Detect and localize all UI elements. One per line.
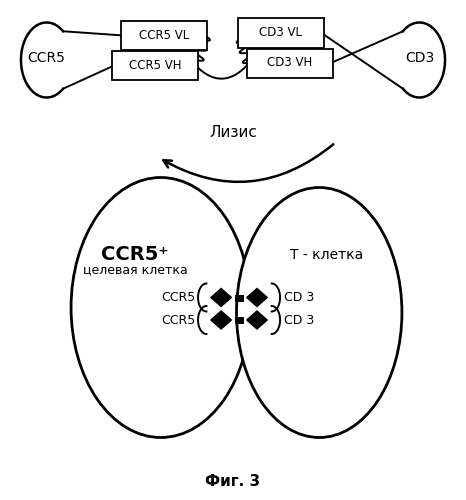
FancyArrowPatch shape (163, 144, 333, 182)
Ellipse shape (237, 188, 402, 438)
Polygon shape (211, 311, 231, 329)
Text: CD 3: CD 3 (284, 291, 315, 304)
Text: CCR5⁺: CCR5⁺ (102, 246, 169, 264)
Text: CD3: CD3 (405, 50, 434, 64)
FancyBboxPatch shape (238, 18, 324, 48)
Polygon shape (211, 288, 231, 306)
FancyBboxPatch shape (121, 21, 207, 50)
Text: целевая клетка: целевая клетка (83, 264, 187, 276)
FancyBboxPatch shape (247, 48, 333, 78)
Text: CCR5 VH: CCR5 VH (129, 59, 181, 72)
Text: CD3 VL: CD3 VL (259, 26, 302, 40)
Text: CCR5: CCR5 (162, 291, 196, 304)
Text: Лизис: Лизис (209, 125, 257, 140)
Text: CCR5: CCR5 (162, 314, 196, 326)
FancyBboxPatch shape (112, 51, 198, 80)
Text: CD3 VH: CD3 VH (267, 56, 313, 70)
Ellipse shape (71, 178, 251, 438)
Polygon shape (247, 311, 267, 329)
Text: Фиг. 3: Фиг. 3 (206, 474, 260, 488)
Text: T - клетка: T - клетка (289, 248, 363, 262)
Polygon shape (247, 288, 267, 306)
Text: CCR5: CCR5 (27, 50, 66, 64)
Text: CCR5 VL: CCR5 VL (139, 29, 189, 42)
Text: CD 3: CD 3 (284, 314, 315, 326)
